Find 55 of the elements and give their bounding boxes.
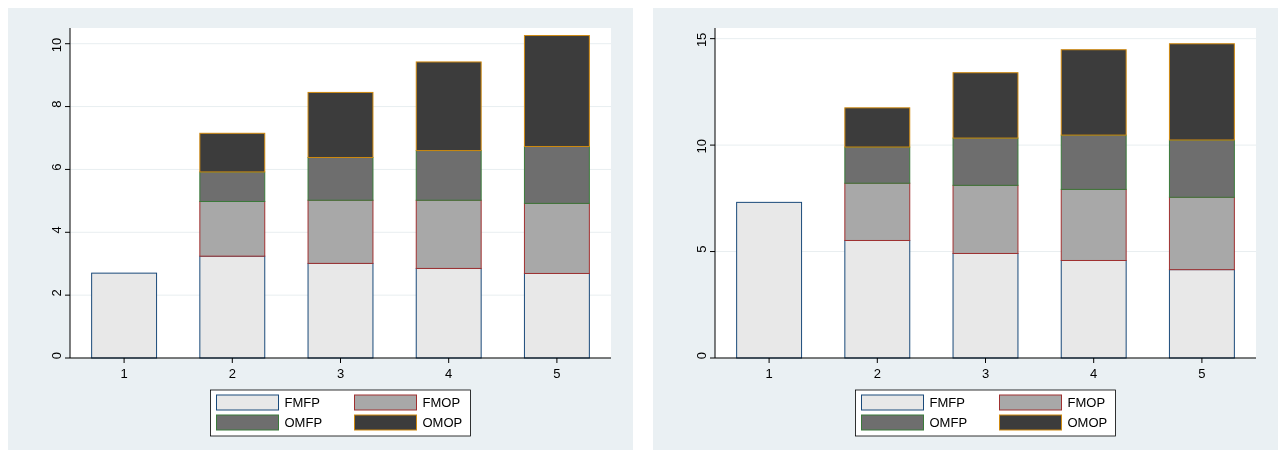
bar [199, 171, 266, 202]
legend-label: FMOP [422, 395, 461, 410]
x-tick-label: 2 [873, 366, 881, 381]
bar [952, 184, 1019, 254]
bar [415, 199, 482, 269]
y-tick-label: 0 [693, 352, 709, 360]
bar [1060, 259, 1127, 359]
y-tick-label: 10 [693, 139, 709, 154]
bar [1168, 139, 1235, 198]
bar [307, 199, 374, 264]
y-tick-label: 2 [48, 289, 64, 297]
legend-label: FMOP [1067, 395, 1106, 410]
bar [1168, 196, 1235, 271]
bar [1060, 49, 1127, 136]
y-tick-label: 15 [693, 32, 709, 48]
bar [307, 156, 374, 201]
x-tick-label: 4 [445, 366, 453, 381]
bar [952, 137, 1019, 186]
bar [952, 252, 1019, 359]
legend-label: OMFP [284, 415, 323, 430]
bar [1168, 43, 1235, 141]
bar [1168, 269, 1235, 359]
x-tick-label: 4 [1090, 366, 1098, 381]
y-tick-label: 5 [693, 245, 709, 253]
bar [952, 72, 1019, 139]
bar [844, 182, 911, 241]
bar [1060, 188, 1127, 261]
bar [199, 200, 266, 257]
x-tick-label: 1 [765, 366, 773, 381]
y-tick-label: 4 [48, 226, 64, 234]
bar [307, 91, 374, 158]
legend-label: OMFP [929, 415, 968, 430]
legend-label: FMFP [929, 395, 965, 410]
x-tick-label: 2 [228, 366, 236, 381]
bar [415, 150, 482, 201]
x-tick-label: 3 [336, 366, 345, 381]
bar [523, 35, 590, 147]
bar [415, 61, 482, 152]
legend-label: OMOP [422, 415, 463, 430]
bar [523, 202, 590, 274]
x-tick-label: 1 [120, 366, 128, 381]
legend-label: FMFP [284, 395, 320, 410]
y-tick-label: 10 [48, 37, 64, 53]
bar [523, 145, 590, 204]
y-tick-label: 0 [48, 352, 64, 360]
y-tick-label: 8 [48, 100, 64, 108]
x-tick-label: 5 [1198, 366, 1206, 381]
y-tick-label: 6 [48, 163, 64, 171]
legend-label: OMOP [1067, 415, 1108, 430]
bar [844, 146, 911, 184]
bar [844, 107, 911, 148]
x-tick-label: 3 [981, 366, 990, 381]
bar [199, 132, 266, 173]
bar [1060, 134, 1127, 190]
x-tick-label: 5 [553, 366, 561, 381]
